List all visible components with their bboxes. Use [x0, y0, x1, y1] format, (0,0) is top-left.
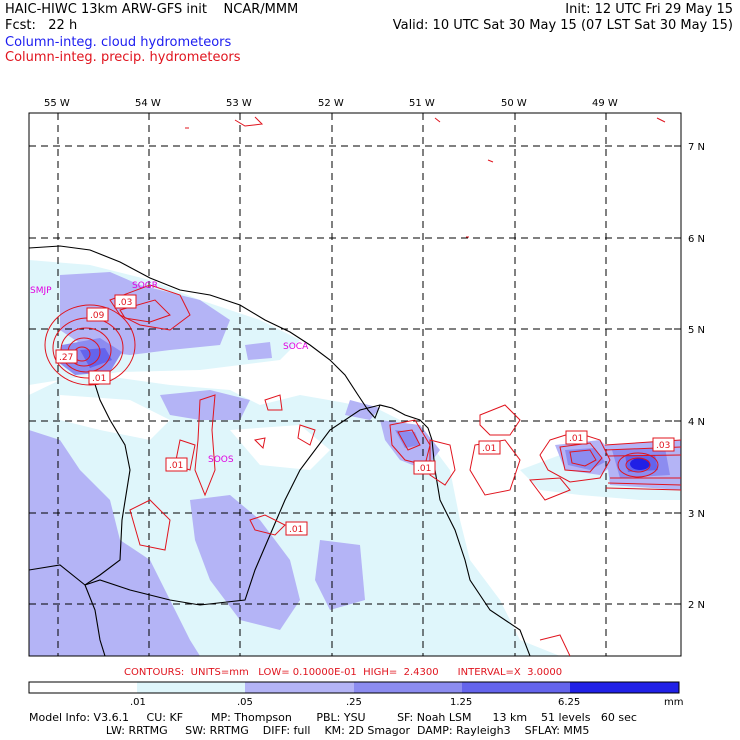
- svg-text:.01: .01: [92, 374, 106, 384]
- svg-text:.01: .01: [417, 464, 431, 474]
- colorbar-tick: .25: [346, 697, 362, 708]
- contour-info: CONTOURS: UNITS=mm LOW= 0.10000E-01 HIGH…: [124, 667, 563, 678]
- lat-label: 3 N: [688, 509, 705, 520]
- lon-label: 53 W: [226, 98, 252, 109]
- svg-text:.27: .27: [59, 353, 73, 363]
- colorbar-tick: 6.25: [558, 697, 580, 708]
- lat-lon-grid: [29, 113, 681, 656]
- contour-label: .03: [114, 294, 137, 309]
- model-title: HAIC-HIWC 13km ARW-GFS init NCAR/MMM: [5, 2, 299, 17]
- station-soos: SOOS: [208, 455, 234, 465]
- lat-label: 2 N: [688, 600, 705, 611]
- init-time: Init: 12 UTC Fri 29 May 15: [565, 2, 733, 17]
- forecast-hour: Fcst: 22 h: [5, 18, 78, 33]
- cloud-shading: [29, 260, 681, 656]
- station-soca: SOCA: [283, 342, 309, 352]
- lat-label: 7 N: [688, 142, 705, 153]
- svg-text:.03: .03: [118, 298, 132, 308]
- lon-label: 50 W: [501, 98, 527, 109]
- station-sogr: SOGR: [132, 281, 158, 291]
- model-info-line2: LW: RRTMG SW: RRTMG DIFF: full KM: 2D Sm…: [29, 724, 590, 737]
- contour-label: .01: [165, 457, 188, 472]
- contour-label: .27: [55, 349, 78, 364]
- lat-label: 6 N: [688, 234, 705, 245]
- contour-label: .01: [478, 440, 501, 455]
- lon-label: 49 W: [592, 98, 618, 109]
- svg-text:.01: .01: [482, 444, 496, 454]
- contour-label: .01: [413, 460, 436, 475]
- contour-label-group: .09 .03 .27 .01 .01 .01 .01 .01 .01 .03: [55, 294, 675, 536]
- colorbar: .01 .05 .25 1.25 6.25 mm: [28, 681, 683, 708]
- lon-label: 54 W: [135, 98, 161, 109]
- colorbar-tick: .01: [130, 697, 146, 708]
- contour-label: .09: [86, 307, 109, 322]
- lon-label: 55 W: [44, 98, 70, 109]
- field-cloud-label: Column-integ. cloud hydrometeors: [5, 35, 232, 50]
- lon-label: 52 W: [318, 98, 344, 109]
- svg-text:.09: .09: [90, 311, 105, 321]
- lon-label: 51 W: [409, 98, 435, 109]
- contour-label: .01: [565, 430, 588, 445]
- axis-ticks: [57, 113, 681, 605]
- svg-text:.01: .01: [169, 461, 183, 471]
- svg-text:.01: .01: [569, 434, 583, 444]
- lat-labels: 7 N 6 N 5 N 4 N 3 N 2 N: [688, 142, 705, 611]
- valid-time: Valid: 10 UTC Sat 30 May 15 (07 LST Sat …: [392, 18, 733, 33]
- coastline-borders: [29, 245, 531, 656]
- colorbar-tick: .05: [237, 697, 253, 708]
- contour-label: .03: [652, 437, 675, 452]
- colorbar-tick: 1.25: [450, 697, 472, 708]
- station-smjp: SMJP: [30, 286, 52, 296]
- lat-label: 4 N: [688, 417, 705, 428]
- svg-text:.03: .03: [656, 441, 670, 451]
- contour-label: .01: [285, 521, 308, 536]
- lat-label: 5 N: [688, 325, 705, 336]
- lon-labels: 55 W 54 W 53 W 52 W 51 W 50 W 49 W: [44, 98, 618, 109]
- map-frame: [28, 112, 682, 657]
- colorbar-unit: mm: [664, 697, 683, 708]
- field-precip-label: Column-integ. precip. hydrometeors: [5, 50, 241, 65]
- model-info-line1: Model Info: V3.6.1 CU: KF MP: Thompson P…: [29, 711, 637, 724]
- contour-label: .01: [88, 370, 111, 385]
- station-labels: SMJP SOGR SOCA SOOS: [30, 281, 309, 465]
- svg-text:.01: .01: [289, 525, 303, 535]
